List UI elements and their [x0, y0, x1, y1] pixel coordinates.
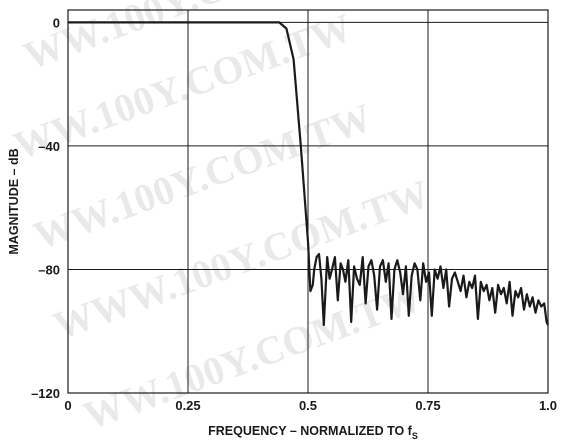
x-tick-label-1: 0.25	[175, 398, 200, 413]
y-tick-label-2: –80	[38, 262, 60, 277]
x-tick-labels: 0 0.25 0.5 0.75 1.0	[64, 398, 557, 413]
y-axis-title: MAGNITUDE – dB	[7, 148, 21, 254]
y-tick-label-3: –120	[31, 386, 60, 401]
x-tick-label-2: 0.5	[299, 398, 317, 413]
series-0	[68, 21, 549, 327]
y-tick-labels: 0 –40 –80 –120	[31, 15, 60, 401]
x-tick-label-3: 0.75	[415, 398, 440, 413]
y-tick-label-1: –40	[38, 139, 60, 154]
x-axis-title-main: FREQUENCY – NORMALIZED TO f	[208, 424, 413, 438]
y-tick-label-0: 0	[53, 15, 60, 30]
x-tick-label-0: 0	[64, 398, 71, 413]
plot-frame	[67, 9, 549, 394]
watermark: WW.100Y.COM.TW WW.100Y.COM.TW WW.100Y.CO…	[8, 0, 435, 438]
series-layer	[68, 21, 549, 327]
x-axis-title: FREQUENCY – NORMALIZED TO fS	[208, 424, 418, 441]
series-line-0	[68, 21, 549, 327]
x-tick-label-4: 1.0	[539, 398, 557, 413]
x-axis-title-subscript: S	[412, 431, 418, 441]
